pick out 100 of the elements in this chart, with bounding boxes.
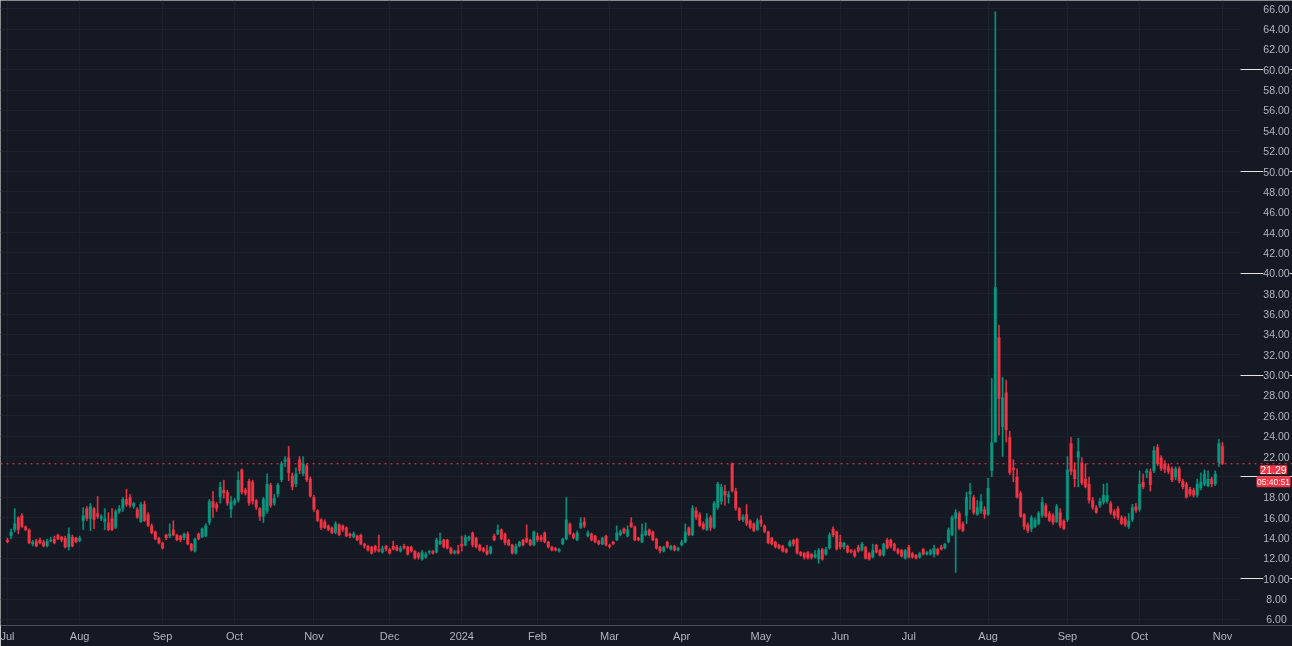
candlestick: [103, 508, 107, 531]
y-tick-label: 30.00: [1263, 369, 1290, 382]
candlestick: [1065, 456, 1069, 522]
candlestick: [1029, 515, 1033, 533]
candlestick: [240, 468, 244, 495]
candlestick: [669, 544, 673, 551]
candlestick: [229, 496, 233, 518]
candlestick: [892, 542, 896, 552]
candlestick: [514, 543, 518, 555]
candlestick: [1123, 516, 1127, 527]
candlestick: [406, 545, 410, 556]
candlestick: [741, 514, 745, 522]
candlestick: [752, 522, 756, 533]
y-tick-label: 32.00: [1263, 348, 1290, 361]
candlestick: [773, 540, 777, 549]
candlestick: [755, 518, 759, 532]
x-tick-label: Mar: [600, 629, 620, 642]
candlestick: [691, 505, 694, 537]
candlestick: [557, 547, 561, 553]
candlestick: [600, 536, 604, 546]
candlestick: [575, 530, 579, 542]
candlestick: [604, 534, 608, 547]
candlestick: [846, 544, 850, 554]
candlestick: [882, 542, 886, 557]
candlestick: [871, 543, 875, 559]
candlestick: [67, 527, 71, 551]
candlestick: [70, 534, 74, 548]
candlestick: [1174, 466, 1178, 481]
y-tick-label: 24.00: [1263, 430, 1290, 443]
candlestick: [1217, 439, 1221, 467]
ref-line-label: 21.29: [1260, 463, 1287, 476]
y-tick-label: 60.00: [1263, 63, 1290, 76]
candlestick: [420, 549, 424, 561]
candlestick: [784, 547, 788, 554]
candlestick: [1109, 501, 1113, 515]
y-tick-label: 52.00: [1263, 145, 1290, 158]
candlestick: [424, 552, 428, 559]
candlestick: [16, 516, 20, 535]
candlestick: [377, 534, 381, 553]
candlestick: [709, 515, 713, 532]
candlestick: [874, 543, 878, 554]
candlestick: [124, 488, 128, 507]
candlestick: [453, 549, 457, 555]
candlestick: [983, 506, 987, 519]
candlestick: [590, 532, 594, 542]
candlestick: [914, 554, 918, 560]
x-tick-label: Jul: [901, 629, 916, 642]
candlestick: [417, 552, 420, 560]
y-tick-label: 12.00: [1263, 552, 1290, 565]
candlestick: [662, 545, 666, 553]
candlestick: [672, 544, 676, 552]
candlestick: [492, 533, 496, 542]
candlestick: [745, 504, 749, 526]
candlestick: [485, 544, 489, 556]
candlestick: [676, 546, 680, 552]
candlestick: [853, 548, 857, 558]
candlestick: [1076, 438, 1080, 488]
candlestick: [355, 534, 359, 542]
candlestick: [179, 534, 183, 543]
candlestick: [972, 495, 976, 515]
candlestick: [1170, 466, 1174, 483]
candlestick: [496, 524, 500, 536]
candlestick: [525, 524, 529, 544]
y-tick-label: 42.00: [1263, 246, 1290, 259]
candlestick: [301, 456, 305, 477]
candlestick: [211, 490, 215, 518]
y-tick-label: 48.00: [1263, 185, 1290, 198]
candlestick: [337, 523, 341, 537]
candlestick: [795, 537, 799, 555]
candlestick: [359, 533, 363, 546]
x-tick-label: Oct: [1131, 629, 1149, 642]
candlestick: [1001, 376, 1005, 457]
x-tick-label: 2024: [449, 629, 475, 642]
x-tick-label: Sep: [1057, 629, 1078, 642]
y-tick-label: 28.00: [1263, 389, 1290, 402]
candlestick: [1055, 504, 1059, 523]
candlestick: [427, 549, 431, 555]
y-tick-label: 8.00: [1266, 593, 1287, 606]
candlestick: [957, 511, 961, 531]
candlestick: [1145, 468, 1149, 479]
candlestick: [236, 471, 240, 503]
candlestick: [838, 534, 842, 550]
y-tick-label: 56.00: [1263, 104, 1290, 117]
candlestick: [907, 544, 911, 559]
candlestick: [687, 526, 691, 537]
candlestick: [586, 530, 590, 538]
y-tick-label: 6.00: [1266, 613, 1287, 626]
candlestick: [110, 508, 114, 532]
candlestick: [366, 544, 370, 552]
y-tick-label: 26.00: [1263, 409, 1290, 422]
candlestick: [615, 525, 619, 542]
candlestick: [218, 481, 222, 504]
x-tick-label: Apr: [673, 629, 691, 642]
candlestick: [31, 539, 35, 547]
y-tick-label: 22.00: [1263, 450, 1290, 463]
candlestick: [954, 509, 958, 573]
candlestick: [398, 545, 402, 553]
candlestick: [34, 538, 38, 548]
candlestick: [1044, 503, 1048, 518]
candlestick: [928, 548, 932, 556]
